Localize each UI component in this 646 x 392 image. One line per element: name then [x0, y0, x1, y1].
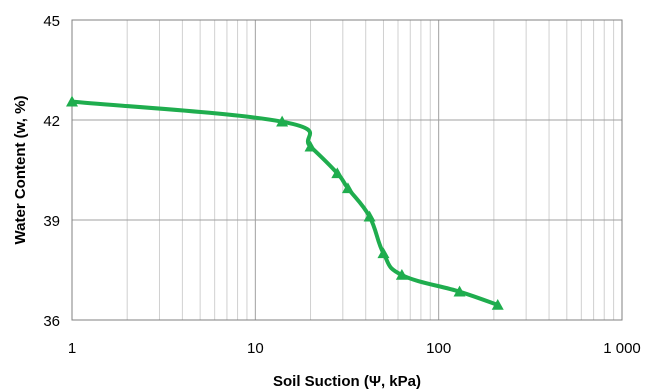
data-point-marker	[491, 299, 504, 310]
grid	[72, 20, 622, 320]
x-tick-label: 10	[247, 340, 264, 357]
data-point-marker	[341, 182, 354, 194]
tick-labels: 1 10 100 1 000 36 39 42 45	[43, 13, 640, 357]
y-tick-label: 36	[43, 313, 60, 330]
x-tick-label: 1	[68, 340, 76, 357]
y-tick-label: 39	[43, 213, 60, 230]
data-markers	[66, 95, 504, 310]
data-point-marker	[377, 247, 390, 259]
y-tick-label: 42	[43, 113, 60, 130]
data-point-marker	[363, 210, 376, 222]
x-tick-label: 100	[426, 340, 451, 357]
x-axis-label: Soil Suction (Ψ, kPa)	[273, 373, 421, 390]
data-point-marker	[66, 95, 78, 107]
data-point-marker	[331, 167, 344, 179]
series-line	[70, 99, 500, 307]
data-point-marker	[276, 115, 289, 127]
plot-area-frame	[71, 19, 623, 321]
data-point-marker	[304, 140, 317, 152]
y-axis-label: Water Content (w, %)	[12, 96, 29, 245]
data-point-marker	[453, 285, 466, 297]
data-point-marker	[395, 269, 408, 280]
y-tick-label: 45	[43, 13, 60, 30]
x-tick-label: 1 000	[603, 340, 641, 357]
